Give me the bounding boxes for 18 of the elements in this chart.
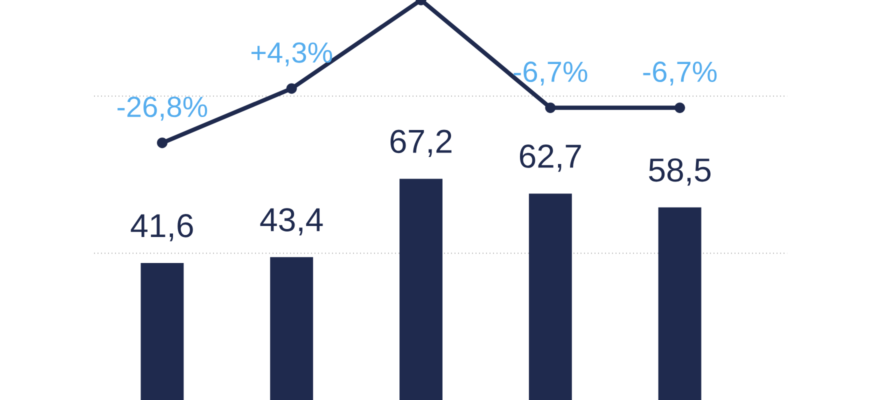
data-label: 41,6 bbox=[130, 214, 193, 242]
data-label: +4,3% bbox=[251, 42, 332, 66]
data-label: -6,7% bbox=[643, 62, 717, 86]
data-label: 67,2 bbox=[390, 130, 452, 157]
bar bbox=[140, 263, 184, 400]
data-label: 62,7 bbox=[520, 144, 581, 172]
bar bbox=[658, 207, 702, 400]
point bbox=[156, 138, 168, 148]
bar bbox=[528, 194, 572, 400]
data-label: -6,7% bbox=[514, 62, 588, 86]
data-label: -26,8% bbox=[118, 96, 208, 121]
bar bbox=[400, 178, 442, 400]
data-label: 43,4 bbox=[260, 208, 323, 236]
data-label: 58,5 bbox=[649, 158, 711, 186]
point bbox=[545, 102, 556, 114]
bar bbox=[270, 257, 314, 400]
point bbox=[674, 102, 686, 114]
point bbox=[286, 83, 297, 94]
